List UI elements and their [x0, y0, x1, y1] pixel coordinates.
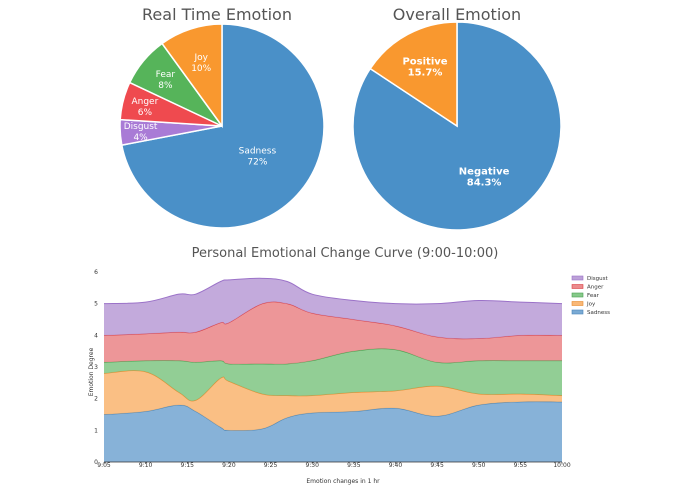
- pie-slice-positive: [369, 21, 458, 128]
- legend-label-joy: Joy: [586, 302, 596, 308]
- area-fear: [104, 348, 562, 401]
- pie-slice-negative: [352, 21, 562, 231]
- pie-value-fear: 8%: [158, 81, 173, 91]
- legend-label-disgust: Disgust: [587, 276, 608, 282]
- emotional-change-curve-title: Personal Emotional Change Curve (9:00-10…: [192, 246, 499, 261]
- x-tick-label: 9:35: [347, 462, 361, 469]
- legend-swatch-sadness: [571, 309, 584, 315]
- pie-label-positive: Positive: [402, 57, 447, 68]
- legend: Disgust Anger Fear Joy Sadness: [571, 275, 610, 316]
- overall-emotion-title: Overall Emotion: [393, 5, 521, 24]
- y-tick-label: 4: [94, 332, 98, 339]
- y-axis-title: Emotion Degree: [88, 347, 95, 396]
- x-axis-title: Emotion changes in 1 hr: [306, 478, 380, 485]
- x-tick-label: 9:45: [430, 462, 444, 469]
- x-tick-label: 9:15: [181, 462, 195, 469]
- legend-label-anger: Anger: [587, 285, 604, 291]
- x-tick-label: 9:20: [222, 462, 236, 469]
- y-tick-label: 5: [94, 301, 98, 308]
- legend-swatch-anger: [571, 284, 584, 289]
- pie-slice-joy: [161, 23, 223, 129]
- y-tick-label: 6: [94, 269, 98, 276]
- pie-value-anger: 6%: [138, 108, 153, 118]
- emotional-change-area-chart: 0 1 2 3 4 5 6 9:05 9:10 9:15 9:20 9:25 9:30 9:35 9:40 9…: [88, 269, 610, 485]
- legend-swatch-fear: [571, 292, 584, 298]
- legend-label-fear: Fear: [587, 293, 600, 299]
- pie-label-sadness: Sadness: [239, 146, 277, 156]
- y-tick-label: 2: [94, 396, 98, 403]
- y-tick-label: 1: [94, 427, 98, 434]
- x-tick-label: 9:30: [305, 462, 319, 469]
- pie-label-negative: Negative: [459, 166, 510, 177]
- x-tick-label: 9:40: [389, 462, 403, 469]
- y-tick-label: 0: [94, 459, 98, 466]
- pie-slice-sadness: [120, 23, 325, 229]
- x-tick-label: 9:50: [472, 462, 486, 469]
- legend-swatch-disgust: [571, 275, 584, 281]
- x-tick-label: 10:00: [553, 462, 570, 469]
- pie-value-sadness: 72%: [247, 157, 267, 167]
- legend-swatch-joy: [571, 301, 584, 306]
- y-tick-label: 3: [94, 364, 98, 371]
- pie-label-anger: Anger: [131, 97, 158, 107]
- pie-value-disgust: 4%: [133, 133, 148, 143]
- pie-value-negative: 84.3%: [467, 177, 502, 188]
- real-time-emotion-title: Real Time Emotion: [142, 5, 292, 24]
- pie-value-positive: 15.7%: [408, 68, 443, 79]
- area-sadness: [104, 401, 562, 462]
- x-tick-label: 9:55: [514, 462, 528, 469]
- legend-label-sadness: Sadness: [587, 310, 610, 316]
- x-tick-label: 9:10: [139, 462, 153, 469]
- area-joy: [104, 370, 562, 431]
- pie-label-joy: Joy: [193, 53, 208, 63]
- pie-label-disgust: Disgust: [124, 122, 158, 132]
- pie-value-joy: 10%: [191, 64, 211, 74]
- area-anger: [104, 301, 562, 365]
- pie-label-fear: Fear: [156, 70, 176, 80]
- x-tick-label: 9:05: [97, 462, 111, 469]
- line-disgust: [103, 277, 563, 305]
- x-tick-label: 9:25: [264, 462, 278, 469]
- area-disgust: [104, 278, 562, 339]
